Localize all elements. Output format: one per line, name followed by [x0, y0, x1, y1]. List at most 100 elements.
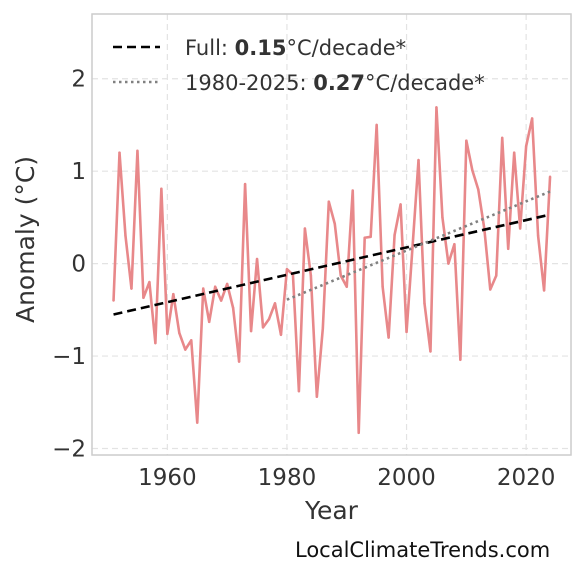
data-point [459, 358, 462, 361]
legend-rate: 0.15 [235, 36, 287, 60]
series-line-0 [112, 106, 552, 435]
data-point [518, 227, 522, 230]
data-point [471, 169, 474, 172]
data-point [369, 235, 372, 239]
legend: Full: 0.15°C/decade*1980-2025: 0.27°C/de… [113, 36, 485, 95]
data-point [130, 287, 133, 290]
x-tick-label: 2020 [497, 465, 556, 491]
data-point [381, 285, 384, 288]
data-point [530, 117, 534, 120]
data-point [429, 350, 432, 353]
data-point [190, 339, 193, 342]
data-point [357, 431, 360, 435]
data-point [237, 360, 241, 363]
data-point [172, 292, 175, 296]
data-point [166, 332, 169, 336]
data-point [219, 299, 223, 302]
data-point [273, 302, 277, 305]
y-tick-label: 2 [71, 67, 86, 93]
data-point [303, 227, 307, 230]
data-point [136, 149, 139, 153]
data-point [363, 236, 366, 239]
y-axis-label: Anomaly (°C) [11, 156, 40, 323]
data-point [327, 200, 331, 203]
site-credit: LocalClimateTrends.com [295, 538, 551, 562]
data-point [345, 285, 348, 288]
data-point [285, 267, 289, 271]
data-point [309, 274, 313, 277]
legend-label: Full: 0.15°C/decade* [185, 36, 406, 60]
data-point [399, 203, 402, 206]
data-point [279, 333, 283, 337]
data-point [112, 299, 115, 302]
y-tick-label: 1 [71, 159, 86, 185]
y-tick-label: −2 [52, 437, 86, 463]
data-point [393, 233, 396, 237]
data-point [196, 421, 199, 424]
data-point [536, 234, 540, 238]
data-point [512, 151, 516, 154]
y-tick-label: −1 [52, 344, 86, 370]
data-point [411, 245, 414, 249]
legend-label: 1980-2025: 0.27°C/decade* [185, 71, 485, 95]
data-point [142, 296, 145, 300]
y-tick-label: 0 [71, 252, 86, 278]
data-point [477, 188, 480, 191]
data-point [542, 289, 546, 292]
x-axis-label: Year [304, 496, 359, 525]
data-point [267, 317, 271, 321]
legend-suffix: °C/decade* [287, 36, 407, 60]
data-point [423, 302, 426, 305]
data-point [351, 189, 354, 192]
data-point [435, 106, 438, 109]
legend-prefix: Full: [185, 36, 235, 60]
data-point [524, 145, 528, 148]
data-point [321, 327, 325, 330]
plot-frame [91, 13, 572, 456]
data-point [465, 139, 468, 142]
x-tick-label: 2000 [377, 465, 436, 491]
data-point [184, 348, 187, 351]
data-point [405, 330, 408, 334]
data-point [447, 262, 450, 265]
data-point [315, 395, 319, 398]
data-point [339, 274, 342, 277]
data-point [417, 158, 420, 162]
series-layer [112, 106, 552, 435]
data-point [333, 222, 336, 226]
data-point [489, 288, 492, 291]
data-point [548, 175, 552, 178]
data-point [148, 280, 151, 284]
data-point [501, 136, 504, 140]
data-point [213, 285, 217, 288]
data-point [178, 331, 181, 335]
series-line-1 [113, 213, 551, 316]
data-point [297, 390, 301, 393]
data-point [202, 287, 205, 290]
legend-prefix: 1980-2025: [185, 71, 313, 95]
data-point [255, 257, 259, 261]
data-point [243, 182, 247, 186]
legend-rate: 0.27 [313, 71, 365, 95]
tick-labels: 1960 1980 2000 2020 −2 −1 0 1 2 [52, 67, 555, 491]
data-point [118, 151, 121, 154]
data-point [124, 234, 127, 238]
x-tick-label: 1980 [258, 465, 317, 491]
x-tick-label: 1960 [138, 465, 197, 491]
data-point [160, 187, 163, 190]
data-point [249, 329, 253, 333]
data-point [225, 282, 229, 286]
data-point [387, 336, 390, 339]
data-point [261, 326, 265, 329]
data-point [441, 216, 444, 219]
grid-lines [92, 14, 571, 455]
data-point [453, 243, 456, 246]
data-point [375, 123, 378, 127]
data-point [231, 306, 235, 310]
data-point [208, 320, 211, 324]
data-point [507, 247, 510, 251]
data-point [154, 341, 157, 345]
legend-suffix: °C/decade* [365, 71, 485, 95]
data-point [495, 274, 498, 277]
